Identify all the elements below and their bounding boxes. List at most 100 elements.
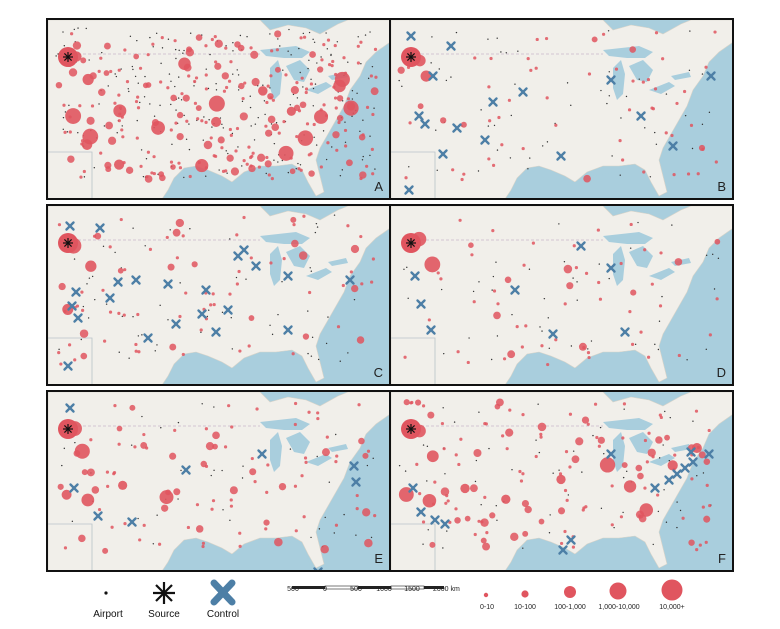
airport-dot: [98, 103, 100, 105]
airport-symbol: [104, 591, 108, 595]
airport-dot: [649, 176, 652, 178]
airport-dot: [299, 164, 302, 166]
airport-dot: [66, 131, 69, 133]
traffic-bubble-large: [65, 108, 82, 124]
airport-dot: [398, 464, 401, 467]
traffic-bubble-medium: [55, 81, 63, 89]
traffic-bubble-small: [63, 130, 67, 134]
traffic-bubble-small: [275, 48, 279, 52]
traffic-bubble-medium: [397, 66, 405, 74]
traffic-bubble-medium: [104, 161, 112, 169]
airport-dot: [362, 155, 364, 158]
control-marker: [113, 277, 123, 287]
airport-dot: [114, 73, 116, 75]
traffic-bubble-small: [235, 233, 239, 237]
airport-dot: [87, 317, 90, 319]
airport-dot: [655, 143, 658, 146]
traffic-bubble-small: [427, 318, 431, 322]
airport-dot: [222, 509, 224, 511]
panel-letter-c: C: [373, 365, 383, 380]
airport-dot: [446, 530, 448, 532]
traffic-bubble-small: [117, 442, 121, 446]
airport-dot: [129, 35, 132, 38]
airport-dot: [477, 170, 480, 172]
airport-dot: [493, 124, 496, 127]
traffic-bubble-small: [113, 101, 117, 105]
traffic-bubble-small: [125, 80, 130, 84]
airport-dot: [613, 526, 615, 529]
traffic-bubble-small: [487, 85, 491, 89]
great-lake: [649, 82, 675, 94]
airport-dot: [77, 27, 79, 29]
traffic-bubble-small: [270, 49, 274, 53]
airport-dot: [408, 166, 410, 168]
airport-dot: [103, 125, 106, 127]
control-marker: [636, 111, 646, 121]
great-lake: [649, 454, 675, 466]
airport-dot: [277, 38, 279, 40]
traffic-bubble-small: [505, 447, 509, 451]
traffic-bubble-small: [618, 139, 622, 143]
traffic-bubble-small: [539, 435, 543, 439]
traffic-bubble-small: [677, 353, 681, 358]
traffic-bubble-medium: [429, 541, 436, 548]
traffic-bubble-medium: [698, 451, 706, 459]
traffic-bubble-small: [534, 454, 538, 459]
traffic-bubble-medium: [263, 519, 270, 526]
traffic-bubble-small: [629, 222, 633, 227]
airport-dot: [213, 469, 215, 472]
traffic-bubble-medium: [191, 261, 198, 268]
airport-dot: [175, 57, 177, 60]
traffic-bubble-small: [173, 428, 177, 433]
traffic-bubble-small: [186, 525, 190, 530]
traffic-bubble-small: [462, 172, 466, 176]
traffic-bubble-small: [619, 515, 624, 519]
airport-dot: [167, 319, 169, 321]
traffic-bubble-small: [689, 123, 694, 128]
airport-dot: [361, 159, 364, 161]
airport-dot: [478, 281, 480, 283]
traffic-bubble-medium: [290, 216, 297, 223]
traffic-bubble-small: [520, 345, 524, 349]
traffic-bubble-small: [108, 310, 113, 314]
traffic-bubble-small: [264, 124, 268, 128]
traffic-bubble-small: [194, 76, 199, 80]
traffic-bubble-small: [241, 96, 245, 101]
traffic-bubble-small: [501, 434, 505, 438]
traffic-bubble-small: [473, 532, 477, 537]
map-panel-a: A: [46, 18, 391, 200]
traffic-bubble-medium: [460, 121, 467, 128]
airport-dot: [207, 87, 210, 90]
airport-dot: [362, 119, 364, 121]
traffic-bubble-small: [554, 123, 558, 127]
traffic-bubble-small: [108, 245, 112, 249]
traffic-bubble-medium: [81, 469, 88, 476]
traffic-bubble-small: [222, 89, 227, 93]
airport-dot: [492, 275, 495, 278]
airport-dot: [205, 175, 207, 177]
airport-dot: [310, 270, 313, 272]
great-lake: [306, 454, 332, 466]
traffic-bubble-small: [664, 131, 668, 135]
traffic-bubble-large: [82, 73, 94, 86]
airport-dot: [188, 148, 191, 151]
airport-dot: [131, 65, 134, 68]
traffic-bubble-small: [500, 143, 504, 147]
airport-dot: [183, 114, 185, 117]
airport-dot: [351, 90, 354, 92]
airport-dot: [137, 517, 139, 520]
airport-dot: [688, 69, 691, 72]
traffic-bubble-small: [595, 435, 599, 440]
traffic-bubble-medium: [86, 468, 95, 477]
traffic-bubble-small: [365, 164, 369, 168]
traffic-bubble-small: [177, 161, 181, 165]
traffic-bubble-small: [117, 93, 121, 97]
airport-dot: [692, 420, 694, 422]
airport-dot: [603, 453, 605, 455]
source-marker: [406, 52, 416, 62]
traffic-bubble-small: [621, 436, 625, 440]
airport-dot: [705, 254, 708, 257]
traffic-bubble-small: [446, 499, 450, 503]
traffic-bubble-small: [587, 355, 591, 360]
airport-dot: [431, 36, 433, 38]
